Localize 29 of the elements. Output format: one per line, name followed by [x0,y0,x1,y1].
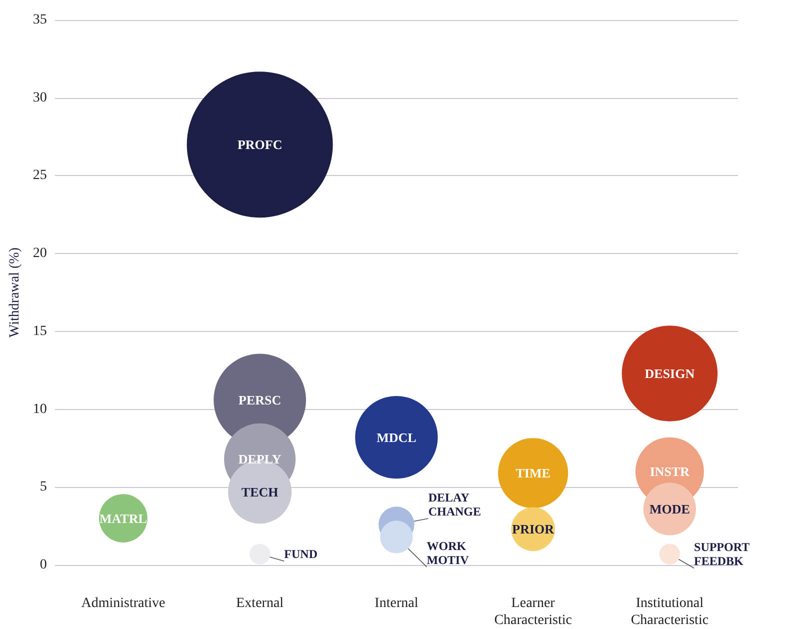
series-label: TECH [241,484,278,500]
y-tick-label: 10 [32,402,47,417]
y-tick-label: 30 [32,90,47,106]
y-tick-label: 5 [40,480,47,495]
series-label: FUND [284,547,318,562]
y-tick-label: 25 [32,168,47,184]
series-label: MDCL [376,430,417,445]
x-tick-label: External [236,596,284,611]
series-label: PRIOR [512,522,555,537]
x-tick-label: Administrative [81,596,166,611]
y-tick-label: 15 [32,324,47,339]
series-label: PERSC [238,392,282,408]
series-label: DESIGN [644,366,696,381]
series-label: SUPPORT FEEDBK [694,540,750,568]
series-label: DEPLY [238,452,282,467]
series-label: INSTR [650,464,690,480]
y-tick-label: 0 [40,558,47,572]
series-label: WORK MOTIV [426,538,470,567]
series-label: PROFC [237,137,282,152]
y-tick-label: 20 [32,246,47,262]
series-label: MATRL [99,510,148,526]
x-tick-label: Internal [374,596,418,611]
y-tick-label: 35 [32,12,47,28]
series-label: MODE [649,501,690,516]
x-tick-label: Institutional Characteristic [630,596,709,628]
y-axis-title: Withdrawal (%) [8,247,22,338]
series-label: TIME [516,466,550,481]
series-label: DELAY CHANGE [428,490,482,519]
x-tick-label: Learner Characteristic [494,596,572,628]
